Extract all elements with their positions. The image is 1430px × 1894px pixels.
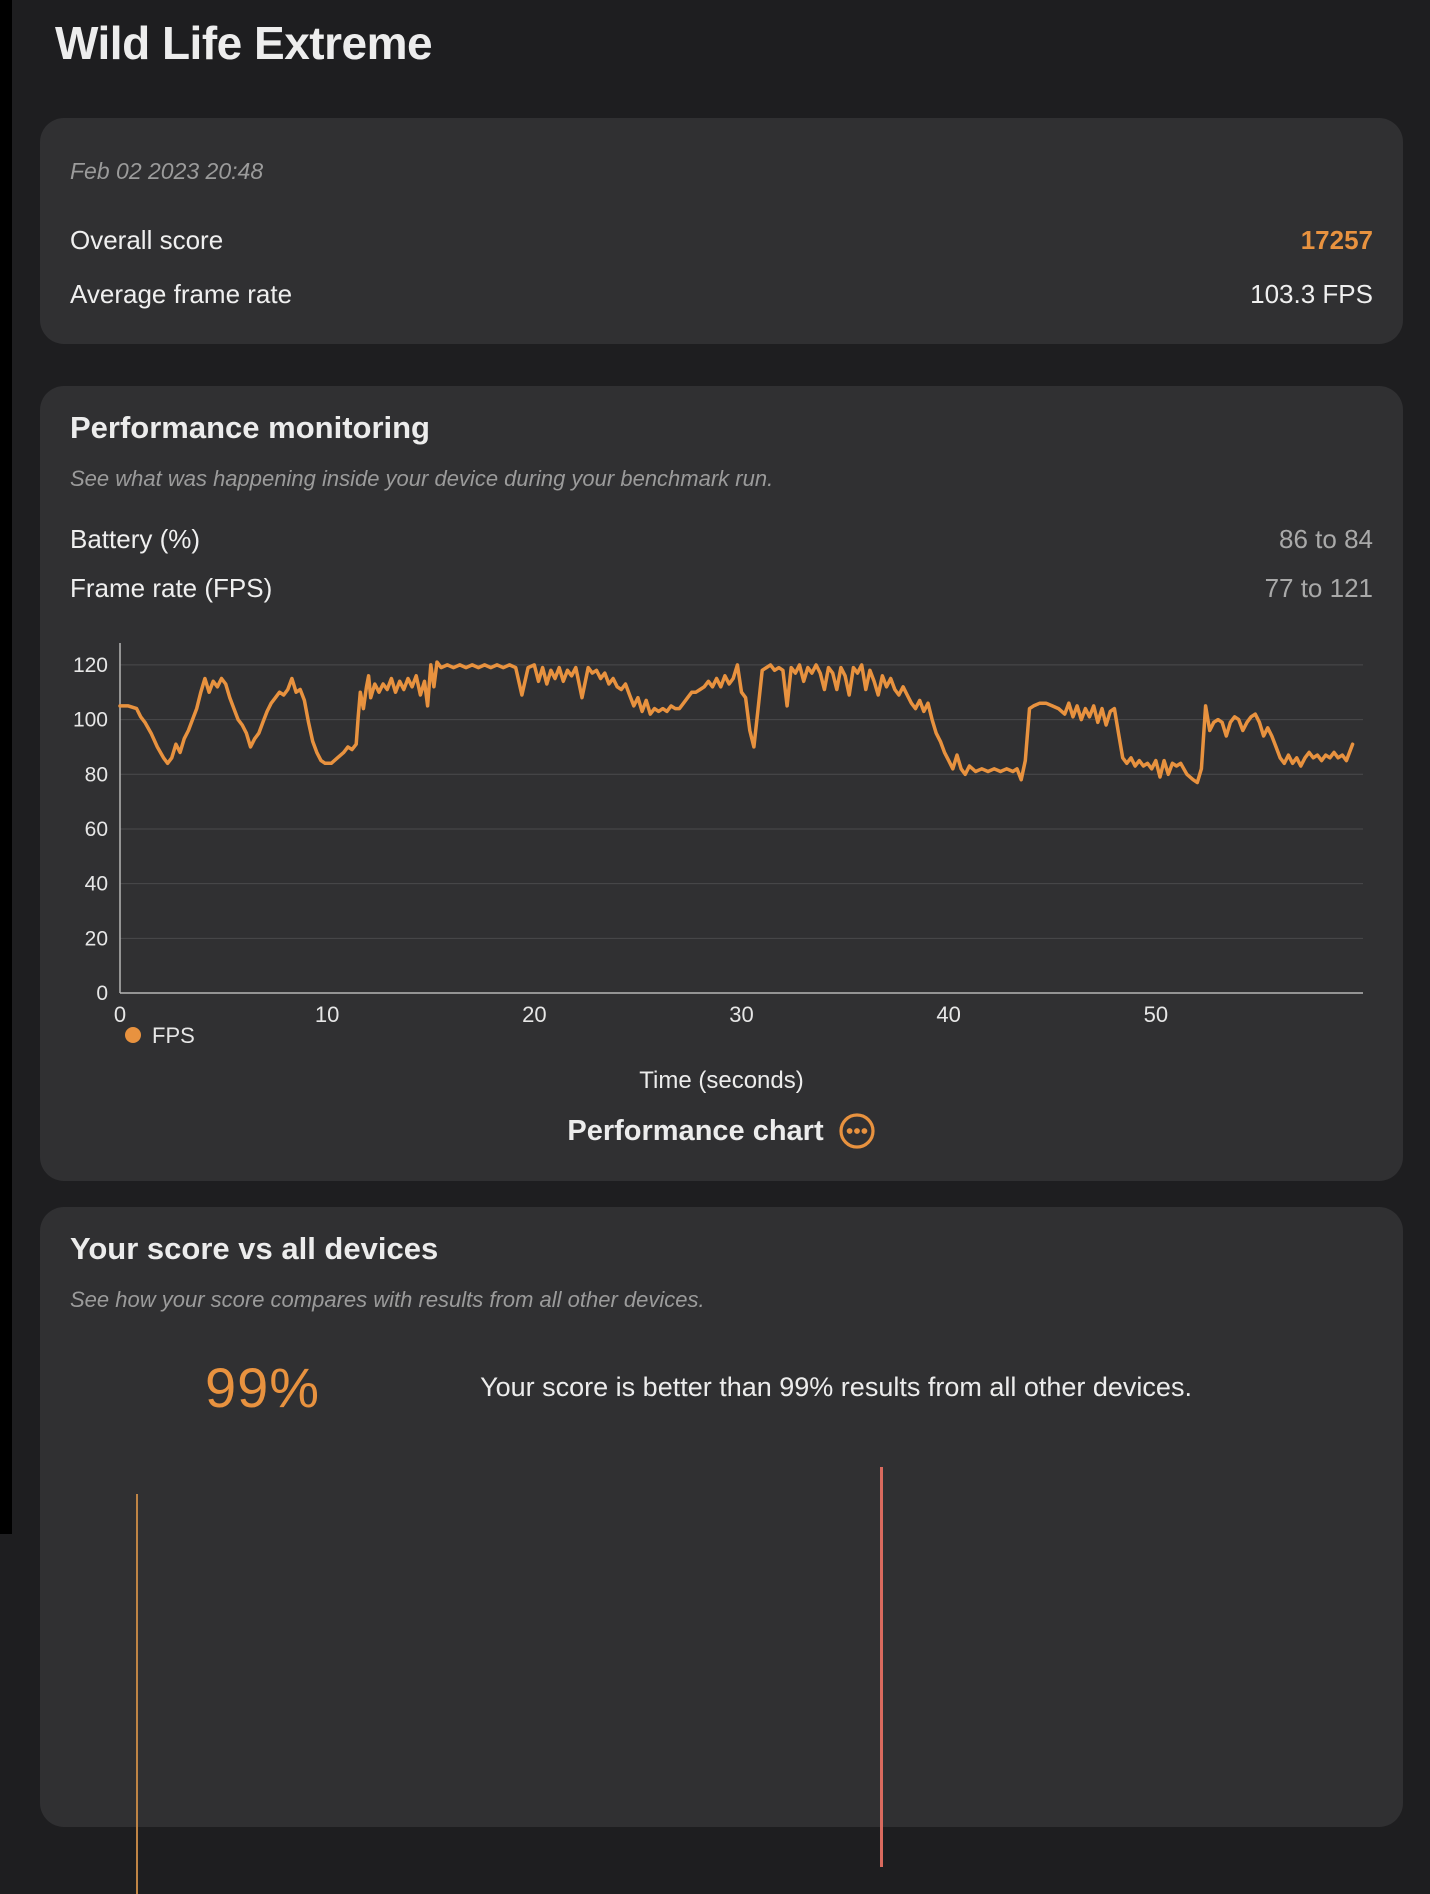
percentile-description: Your score is better than 99% results fr… [480,1372,1192,1402]
chart-x-axis-title: Time (seconds) [639,1067,804,1094]
marker-line-right [880,1467,883,1867]
x-tick-0: 0 [114,1002,126,1027]
score-comparison-title: Your score vs all devices [70,1231,439,1266]
average-frame-rate-row: Average frame rate 103.3 FPS [70,279,1373,310]
page-title: Wild Life Extreme [55,17,433,69]
battery-stat-label: Battery (%) [70,524,201,554]
benchmark-date: Feb 02 2023 20:48 [70,158,264,184]
x-tick-50: 50 [1144,1002,1168,1027]
fps-line [118,660,1355,785]
fps-legend-dot [125,1027,141,1043]
performance-chart-label: Performance chart [567,1114,824,1147]
overall-score-label: Overall score [70,225,224,255]
percentile-value: 99% [205,1356,321,1419]
y-tick-0: 0 [96,982,108,1005]
performance-monitoring-subtitle: See what was happening inside your devic… [70,466,774,491]
ellipsis-circle-icon[interactable] [838,1112,876,1150]
fps-chart-svg: 0 20 40 60 80 100 120 0 10 20 30 40 50 FPS [73,643,1363,1048]
frame-rate-stat-value: 77 to 121 [1264,573,1373,603]
page-content: Wild Life Extreme Feb 02 2023 20:48 Over… [12,0,1430,1894]
frame-rate-stat-label: Frame rate (FPS) [70,573,273,603]
x-tick-20: 20 [522,1002,546,1027]
x-tick-10: 10 [315,1002,339,1027]
x-tick-30: 30 [729,1002,753,1027]
percentile-row: 99% Your score is better than 99% result… [70,1355,1373,1420]
performance-chart-button[interactable]: Performance chart [70,1111,1373,1151]
y-tick-20: 20 [85,927,108,950]
score-comparison-subtitle: See how your score compares with results… [70,1287,705,1312]
average-frame-rate-value: 103.3 FPS [1250,279,1373,309]
window-edge-strip [0,0,12,1534]
average-frame-rate-label: Average frame rate [70,279,293,309]
fps-line-chart: 0 20 40 60 80 100 120 0 10 20 30 40 50 FPS [70,630,1373,1055]
y-tick-100: 100 [73,709,108,732]
fps-legend-label: FPS [152,1023,195,1048]
y-tick-120: 120 [73,654,108,677]
marker-line-left [136,1494,138,1894]
battery-stat-value: 86 to 84 [1279,524,1373,554]
overall-score-value: 17257 [1300,225,1373,255]
performance-monitoring-card: Performance monitoring See what was happ… [40,386,1403,1181]
result-summary-card: Feb 02 2023 20:48 Overall score 17257 Av… [40,118,1403,344]
y-tick-40: 40 [85,873,108,896]
y-tick-80: 80 [85,763,108,786]
overall-score-row: Overall score 17257 [70,225,1373,256]
x-tick-40: 40 [936,1002,960,1027]
performance-monitoring-title: Performance monitoring [70,410,430,445]
y-tick-60: 60 [85,818,108,841]
battery-stat-row: Battery (%) 86 to 84 [70,524,1373,555]
score-comparison-card: Your score vs all devices See how your s… [40,1207,1403,1894]
frame-rate-stat-row: Frame rate (FPS) 77 to 121 [70,573,1373,604]
